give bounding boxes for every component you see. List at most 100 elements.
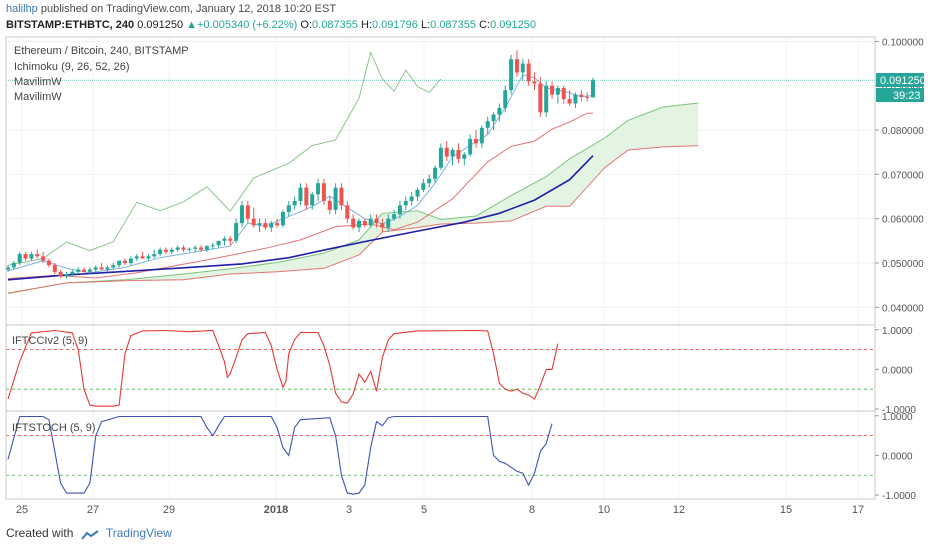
candle-body	[128, 258, 133, 263]
last-price: 0.091250	[137, 19, 184, 31]
senkou-span-b-line	[7, 145, 699, 294]
candle-body	[520, 63, 525, 73]
open-value: 0.087355	[312, 19, 358, 31]
iftcci-tick-label: 0.0000	[882, 365, 913, 376]
iftstoch-label[interactable]: IFTSTOCH (5, 9)	[12, 422, 96, 434]
candle-body	[216, 240, 221, 246]
x-tick-label: 15	[780, 504, 792, 516]
candle-body	[210, 245, 215, 247]
x-tick-label: 17	[852, 504, 864, 516]
candle-body	[169, 249, 174, 252]
candle-body	[263, 223, 268, 228]
candle-body	[503, 90, 508, 108]
candle-body	[158, 249, 163, 255]
candle-body	[204, 246, 209, 250]
chart-frame	[5, 36, 876, 500]
author-link[interactable]: halilhp	[6, 3, 38, 15]
candle-body	[514, 59, 519, 73]
y-tick-label: 0.040000	[882, 303, 924, 314]
cloud-fill	[8, 103, 699, 294]
candle-body	[561, 87, 566, 100]
mavilim-legend-2[interactable]: MavilimW	[14, 91, 62, 103]
candle-body	[228, 238, 233, 241]
ichimoku-legend[interactable]: Ichimoku (9, 26, 52, 26)	[14, 61, 130, 73]
candle-body	[269, 223, 274, 228]
axis-labels: 0.100000 0.090000 0.080000 0.070000 0.060000…	[16, 37, 924, 516]
tradingview-link[interactable]: TradingView	[105, 526, 172, 540]
y-tick-label: 0.090000	[882, 82, 924, 93]
candle-body	[339, 187, 344, 206]
candle-body	[351, 218, 356, 228]
candle-body	[275, 223, 280, 226]
candle-body	[17, 254, 22, 263]
candle-body	[146, 256, 151, 259]
x-tick-label: 3	[346, 504, 352, 516]
candle-body	[357, 220, 361, 228]
candle-body	[474, 138, 478, 144]
candle-body	[286, 205, 291, 213]
created-with: Created with	[6, 526, 74, 540]
candle-body	[99, 267, 104, 270]
candle-body	[251, 218, 256, 226]
change-value: +0.005340 (+6.22%)	[197, 19, 298, 31]
y-tick-label: 0.080000	[882, 126, 924, 137]
candle-body	[87, 269, 92, 272]
iftcci-line	[7, 329, 559, 407]
candle-body	[280, 212, 285, 226]
price-tag-timer: 39:23	[893, 90, 921, 102]
candles	[6, 50, 595, 279]
low-value: 0.087355	[430, 19, 477, 31]
candle-body	[163, 249, 168, 252]
up-triangle-icon: ▲	[186, 19, 198, 31]
candle-body	[526, 63, 531, 82]
candle-body	[134, 256, 139, 259]
chikou-line	[7, 50, 442, 266]
candle-body	[497, 107, 502, 115]
candle-body	[415, 189, 420, 197]
y-tick-label: 0.060000	[882, 215, 924, 226]
candle-body	[175, 247, 180, 250]
x-tick-label: 2018	[264, 504, 288, 516]
candle-body	[456, 149, 461, 159]
candle-body	[380, 223, 385, 228]
candle-body	[538, 83, 543, 113]
chart-title: Ethereum / Bitcoin, 240, BITSTAMP	[14, 45, 189, 57]
senkou-span-a-line	[7, 102, 699, 294]
candle-body	[374, 218, 379, 224]
price-tag-value: 0.091250	[880, 75, 926, 87]
tradingview-logo-icon	[80, 529, 99, 540]
candle-body	[591, 80, 595, 98]
candle-body	[245, 205, 250, 219]
candle-body	[257, 223, 262, 226]
candle-body	[444, 147, 449, 157]
candle-body	[544, 85, 549, 113]
candle-body	[468, 138, 473, 155]
iftstoch-line	[7, 415, 553, 495]
close-value: 0.091250	[490, 19, 536, 31]
candle-body	[23, 254, 28, 259]
mavilim-legend-1[interactable]: MavilimW	[14, 76, 62, 88]
candle-body	[567, 99, 572, 104]
candle-body	[485, 121, 490, 128]
candle-body	[35, 254, 40, 257]
x-tick-label: 27	[87, 504, 99, 516]
candle-body	[41, 256, 46, 261]
candle-body	[450, 149, 455, 157]
candle-body	[93, 267, 98, 270]
candle-body	[333, 187, 338, 210]
candle-body	[345, 205, 350, 219]
footer: Created with TradingView	[6, 526, 172, 540]
high-label: H:	[361, 19, 372, 31]
candle-body	[491, 114, 496, 122]
candle-body	[181, 247, 186, 250]
iftcci-label[interactable]: IFTCCIv2 (5, 9)	[12, 335, 88, 347]
candle-body	[58, 271, 63, 277]
iftstoch-tick-label: 1.0000	[882, 412, 913, 423]
candle-body	[421, 183, 426, 190]
ichimoku-cloud	[7, 102, 699, 294]
y-tick-label: 0.050000	[882, 259, 924, 270]
candle-body	[70, 271, 75, 275]
candle-body	[550, 85, 555, 95]
x-tick-label: 12	[673, 504, 685, 516]
